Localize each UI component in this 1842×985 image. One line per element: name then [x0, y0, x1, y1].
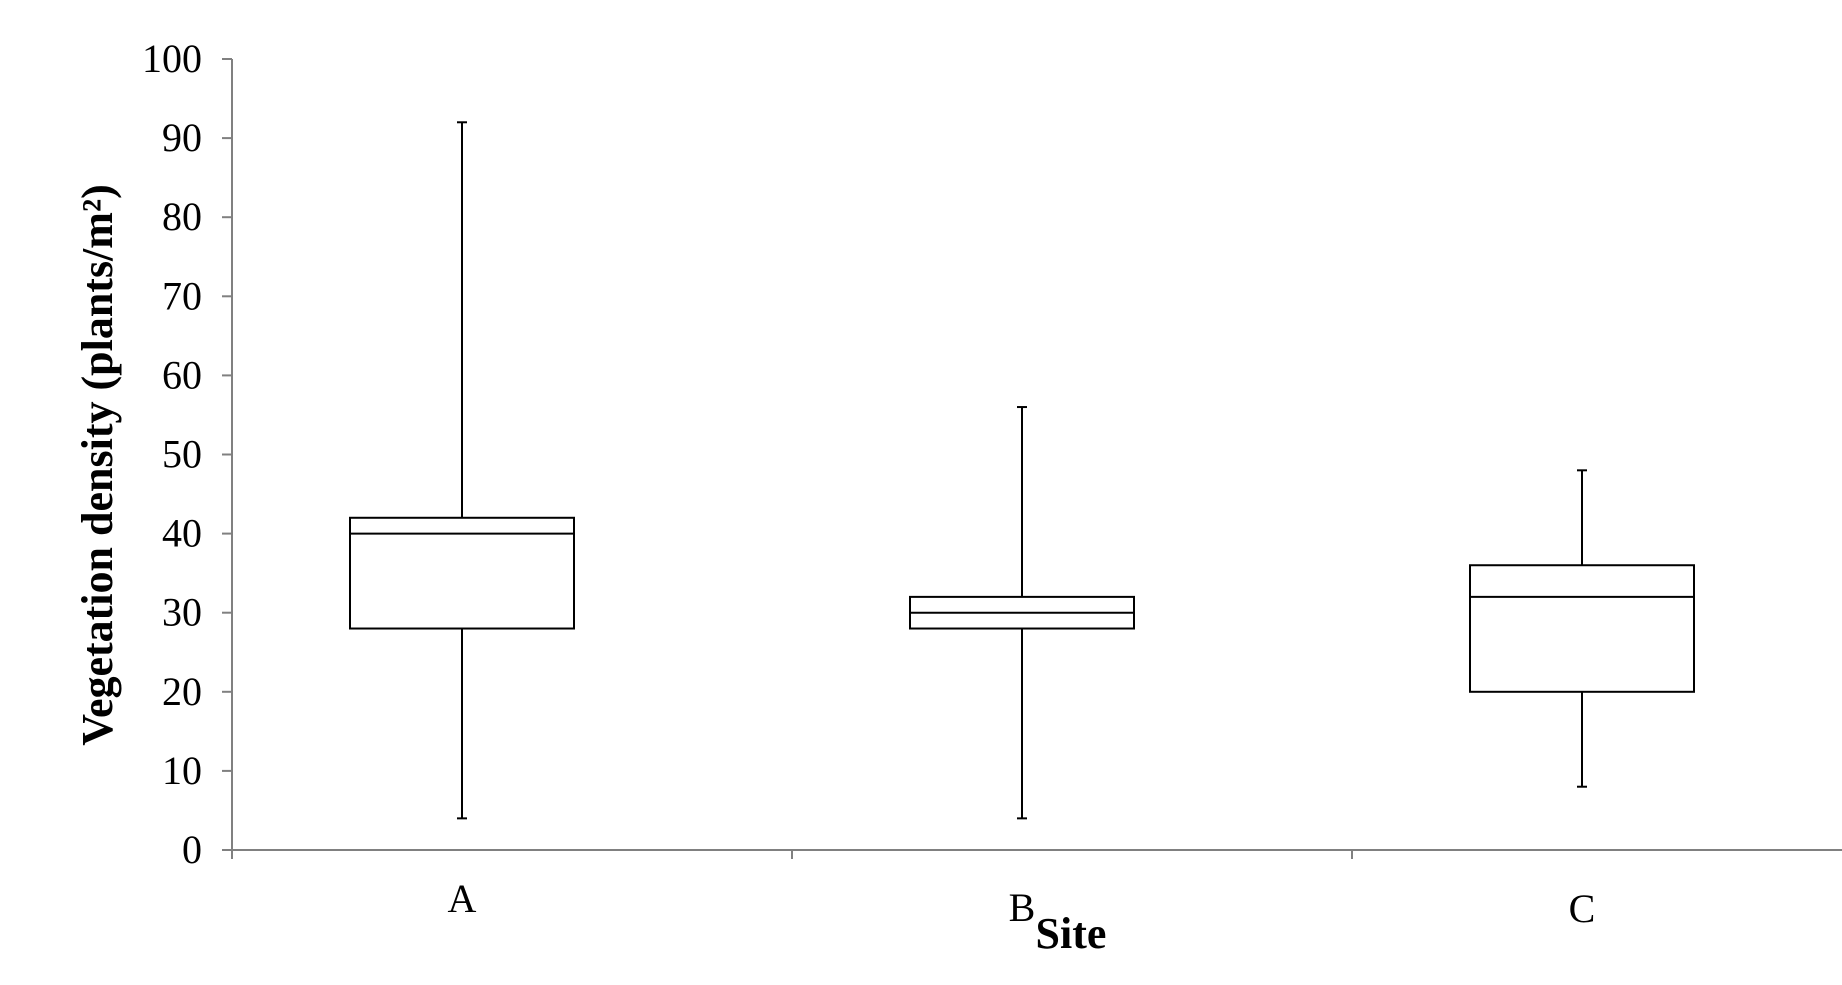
- x-tick-label: A: [448, 876, 477, 921]
- x-axis: A B C: [231, 849, 1842, 931]
- x-tick-label: C: [1569, 886, 1596, 931]
- y-tick-label: 0: [182, 827, 202, 872]
- box-iqr: [1469, 564, 1695, 693]
- y-tick-label: 40: [162, 511, 202, 556]
- y-axis-title: Vegetation density (plants/m²): [73, 184, 122, 746]
- y-tick-label: 60: [162, 352, 202, 397]
- box-a: [349, 121, 575, 820]
- y-tick-label: 20: [162, 669, 202, 714]
- y-tick-label: 10: [162, 748, 202, 793]
- x-tick-label: B: [1009, 885, 1036, 930]
- x-axis-title: Site: [1036, 909, 1107, 958]
- box-iqr: [349, 516, 575, 630]
- y-tick-label: 100: [142, 36, 202, 81]
- y-tick-label: 70: [162, 273, 202, 318]
- box-b: [909, 406, 1135, 820]
- y-tick-label: 50: [162, 432, 202, 477]
- boxes: [349, 121, 1695, 820]
- box-c: [1469, 469, 1695, 788]
- y-tick-label: 90: [162, 115, 202, 160]
- y-tick-label: 30: [162, 590, 202, 635]
- y-axis: 0 10 20 30 40 50 60 70 80 90 100: [142, 36, 233, 872]
- y-tick-label: 80: [162, 194, 202, 239]
